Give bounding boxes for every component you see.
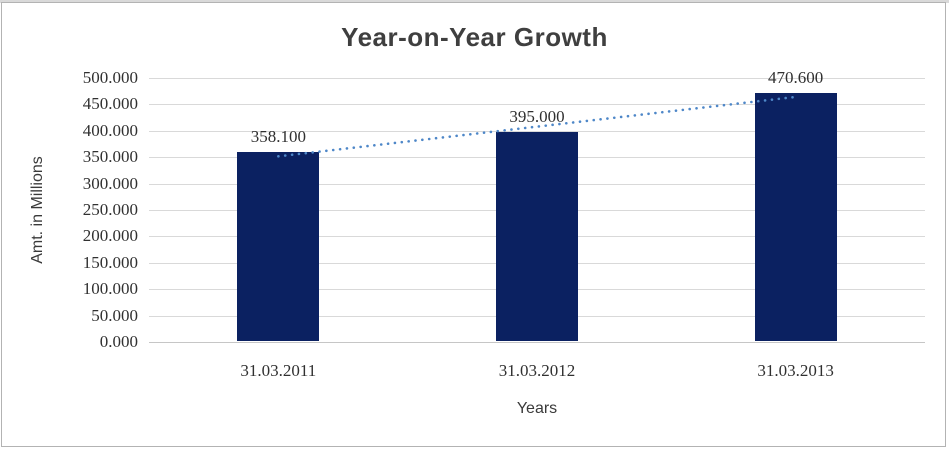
y-tick-label: 250.000: [82, 200, 138, 219]
gridline: [149, 78, 925, 79]
chart-title: Year-on-Year Growth: [341, 22, 608, 52]
bar-31.03.2012[interactable]: [496, 132, 578, 341]
trendline-dotted[interactable]: [149, 78, 925, 342]
x-axis-line: [149, 342, 925, 343]
bar-31.03.2013[interactable]: [754, 92, 837, 341]
y-tick-label: 50.000: [91, 305, 138, 325]
y-tick-label: 300.000: [82, 173, 138, 193]
bar-value-label: 470.600: [768, 67, 824, 87]
plot-area[interactable]: 358.100 395.000 470.600: [149, 68, 925, 343]
x-tick-label: 31.03.2011: [240, 361, 317, 380]
bar-31.03.2011[interactable]: [237, 151, 320, 341]
bar-value-label: 358.100: [250, 126, 306, 146]
x-axis-title: Years: [516, 400, 558, 417]
gridline: [149, 130, 925, 132]
y-tick-label: 150.000: [82, 252, 138, 272]
y-tick-label: 200.000: [82, 226, 138, 246]
y-tick-label: 500.000: [82, 68, 138, 87]
bar-value-label: 395.000: [509, 107, 565, 127]
x-tick-label: 31.03.2013: [757, 361, 834, 380]
y-tick-label: 400.000: [82, 120, 138, 140]
y-tick-label: 450.000: [82, 94, 138, 114]
window-edge-strip: [0, 0, 949, 3]
gridline: [149, 104, 925, 106]
x-tick-label: 31.03.2012: [498, 361, 576, 380]
y-tick-label: 100.000: [82, 279, 138, 299]
y-tick-label: 350.000: [82, 147, 138, 167]
y-tick-label: 0.000: [99, 332, 138, 351]
